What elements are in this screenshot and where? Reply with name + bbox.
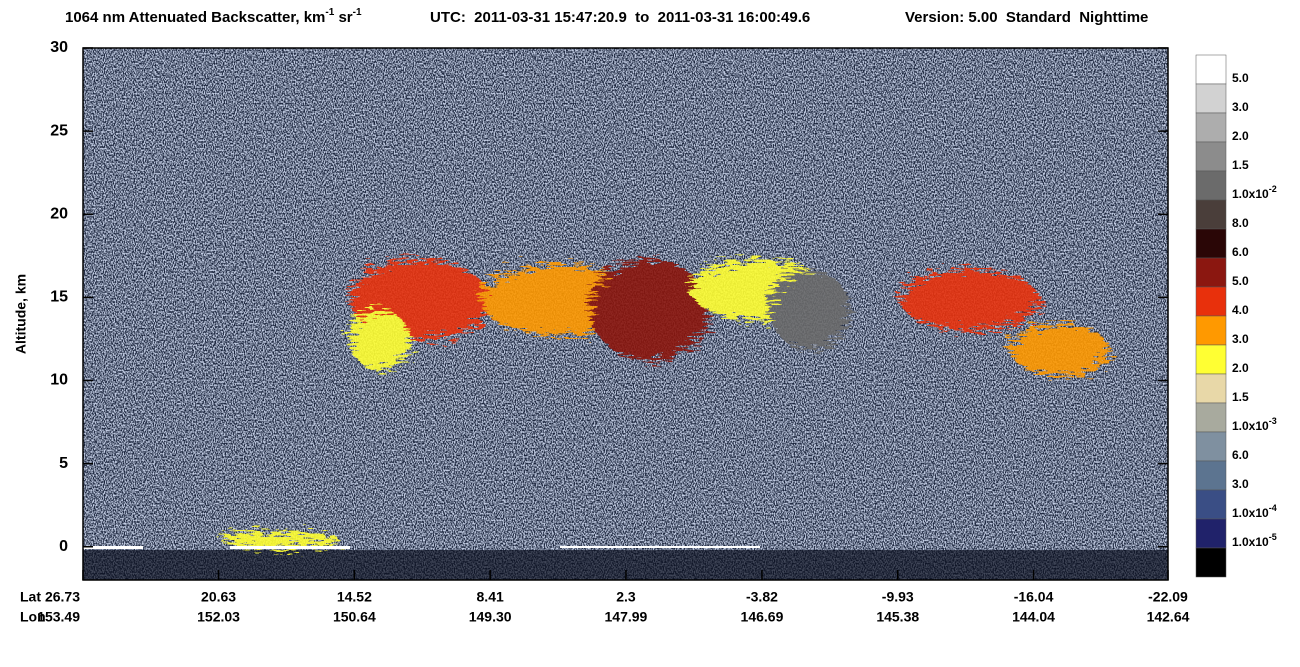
lon-tick-label: 146.69	[741, 609, 784, 625]
colorbar-label: 6.0	[1232, 448, 1249, 462]
colorbar-label: 1.5	[1232, 390, 1249, 404]
colorbar-label-text: 1.0x10	[1232, 535, 1269, 549]
x-tick-label: 2.3	[616, 589, 636, 605]
chart-title: 1064 nm Attenuated Backscatter, km-1 sr-…	[65, 7, 362, 26]
title-text: 1064 nm Attenuated Backscatter, km	[65, 9, 325, 26]
version-label: Version: 5.00 Standard Nighttime	[905, 9, 1148, 26]
colorbar-label-text: 1.5	[1232, 158, 1249, 172]
colorbar-swatch	[1195, 286, 1227, 317]
colorbar-label: 3.0	[1232, 477, 1249, 491]
colorbar-label-text: 1.0x10	[1232, 419, 1269, 433]
colorbar-label: 3.0	[1232, 332, 1249, 346]
colorbar-label: 2.0	[1232, 361, 1249, 375]
title-text: sr	[334, 9, 353, 26]
colorbar-swatch	[1195, 489, 1227, 520]
utc-range: UTC: 2011-03-31 15:47:20.9 to 2011-03-31…	[430, 9, 810, 26]
colorbar-label-superscript: -5	[1269, 532, 1277, 542]
colorbar-label-text: 1.0x10	[1232, 506, 1269, 520]
colorbar-label: 3.0	[1232, 100, 1249, 114]
colorbar-label-text: 2.0	[1232, 361, 1249, 375]
colorbar-label-text: 6.0	[1232, 448, 1249, 462]
backscatter-image	[83, 48, 1168, 580]
x-tick-label: 8.41	[477, 589, 504, 605]
colorbar-label-text: 1.5	[1232, 390, 1249, 404]
row-label: Lat	[20, 589, 41, 605]
title-superscript: -1	[325, 7, 334, 18]
y-tick-label: 25	[50, 122, 68, 139]
colorbar-label: 4.0	[1232, 303, 1249, 317]
colorbar-swatch	[1195, 83, 1227, 114]
y-tick-label: 15	[50, 289, 68, 306]
lon-tick-label: 147.99	[605, 609, 648, 625]
colorbar-label-superscript: -3	[1269, 416, 1277, 426]
y-tick-label: 0	[59, 538, 68, 555]
colorbar-label-text: 4.0	[1232, 303, 1249, 317]
colorbar-label-text: 8.0	[1232, 216, 1249, 230]
colorbar-label-superscript: -4	[1269, 503, 1277, 513]
colorbar-label-text: 5.0	[1232, 274, 1249, 288]
x-tick-label: -22.09	[1148, 589, 1188, 605]
colorbar-label: 1.0x10-4	[1232, 503, 1277, 520]
lon-tick-label: 145.38	[876, 609, 919, 625]
colorbar-swatch	[1195, 460, 1227, 491]
colorbar-swatch	[1195, 518, 1227, 549]
colorbar-swatch	[1195, 170, 1227, 201]
colorbar-swatch	[1195, 402, 1227, 433]
colorbar-swatch	[1195, 54, 1227, 85]
colorbar-label: 2.0	[1232, 129, 1249, 143]
colorbar-swatch	[1195, 431, 1227, 462]
colorbar-label: 5.0	[1232, 274, 1249, 288]
lon-tick-label: 150.64	[333, 609, 376, 625]
colorbar-label: 1.0x10-2	[1232, 184, 1277, 201]
colorbar-swatch	[1195, 257, 1227, 288]
colorbar-swatch	[1195, 112, 1227, 143]
lon-tick-label: 153.49	[37, 609, 80, 625]
colorbar-swatch	[1195, 547, 1227, 578]
colorbar-label-text: 3.0	[1232, 100, 1249, 114]
x-tick-label: 26.73	[45, 589, 80, 605]
row-label: Lon	[20, 609, 46, 625]
colorbar-swatch	[1195, 344, 1227, 375]
colorbar-label-text: 6.0	[1232, 245, 1249, 259]
y-tick-label: 20	[50, 205, 68, 222]
colorbar-label-text: 1.0x10	[1232, 187, 1269, 201]
x-tick-label: -9.93	[882, 589, 914, 605]
colorbar-label-text: 3.0	[1232, 332, 1249, 346]
lon-tick-label: 149.30	[469, 609, 512, 625]
colorbar-label: 8.0	[1232, 216, 1249, 230]
colorbar-swatch	[1195, 373, 1227, 404]
y-tick-label: 5	[59, 455, 68, 472]
y-axis-label: Altitude, km	[13, 274, 29, 354]
x-tick-label: 20.63	[201, 589, 236, 605]
y-tick-label: 10	[50, 372, 68, 389]
colorbar-label: 6.0	[1232, 245, 1249, 259]
lon-tick-label: 142.64	[1147, 609, 1190, 625]
colorbar-label: 1.5	[1232, 158, 1249, 172]
colorbar-label: 5.0	[1232, 71, 1249, 85]
lon-tick-label: 144.04	[1012, 609, 1055, 625]
colorbar-label-text: 3.0	[1232, 477, 1249, 491]
colorbar-swatch	[1195, 315, 1227, 346]
title-superscript: -1	[353, 7, 362, 18]
lon-tick-label: 152.03	[197, 609, 240, 625]
x-tick-label: 14.52	[337, 589, 372, 605]
colorbar-label-text: 2.0	[1232, 129, 1249, 143]
colorbar-label-text: 5.0	[1232, 71, 1249, 85]
colorbar-swatch	[1195, 199, 1227, 230]
colorbar-label: 1.0x10-3	[1232, 416, 1277, 433]
colorbar-label: 1.0x10-5	[1232, 532, 1277, 549]
x-tick-label: -3.82	[746, 589, 778, 605]
colorbar-label-superscript: -2	[1269, 184, 1277, 194]
y-tick-label: 30	[50, 39, 68, 56]
x-tick-label: -16.04	[1014, 589, 1054, 605]
colorbar-swatch	[1195, 228, 1227, 259]
colorbar-swatch	[1195, 141, 1227, 172]
